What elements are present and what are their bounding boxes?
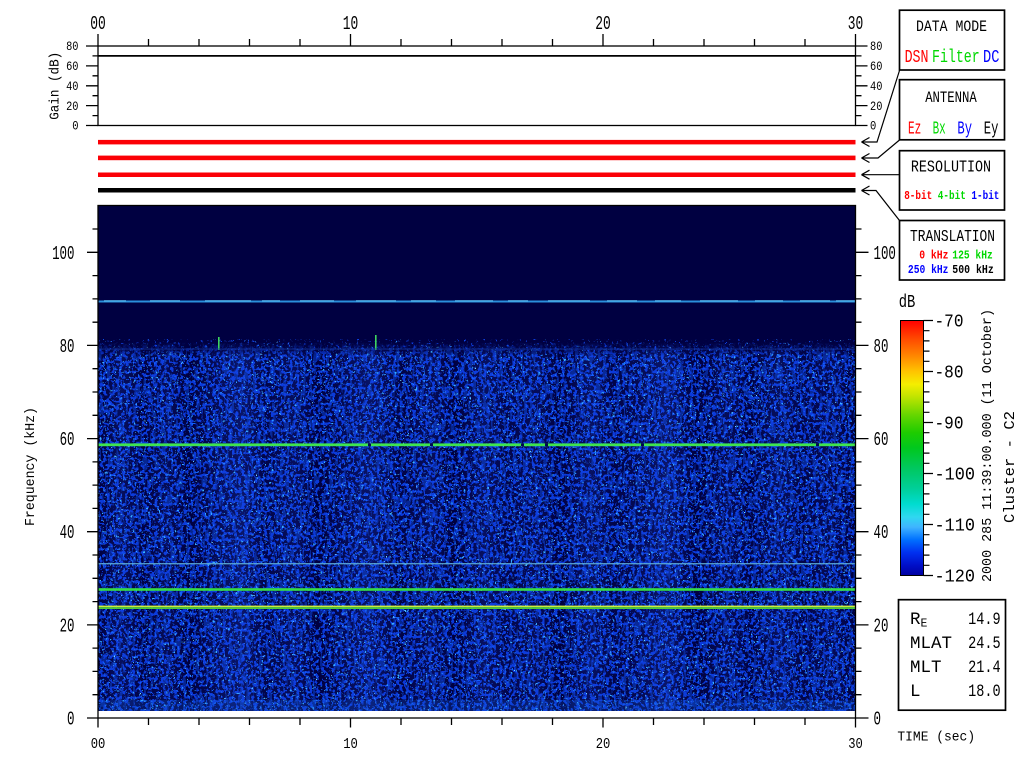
svg-text:ANTENNA: ANTENNA (925, 89, 977, 107)
svg-text:Bx: Bx (933, 120, 946, 140)
svg-text:Cluster - C2: Cluster - C2 (1002, 411, 1019, 523)
svg-text:100: 100 (52, 243, 74, 265)
svg-text:Filter: Filter (932, 48, 980, 68)
svg-text:60: 60 (874, 429, 889, 451)
svg-text:0: 0 (67, 709, 75, 731)
svg-text:2000 285 11:39:00.000 (11 Octo: 2000 285 11:39:00.000 (11 October) (981, 309, 996, 582)
svg-text:L: L (910, 682, 921, 702)
svg-text:40: 40 (870, 80, 882, 94)
svg-text:18.0: 18.0 (968, 682, 1001, 702)
svg-text:125 kHz: 125 kHz (952, 249, 993, 263)
svg-text:40: 40 (60, 522, 75, 544)
svg-text:TRANSLATION: TRANSLATION (910, 228, 995, 247)
svg-text:20: 20 (596, 736, 611, 753)
svg-text:20: 20 (66, 100, 78, 114)
svg-text:40: 40 (874, 522, 889, 544)
svg-text:80: 80 (66, 40, 78, 54)
svg-text:TIME (sec): TIME (sec) (897, 729, 975, 745)
svg-text:60: 60 (870, 60, 882, 74)
svg-text:-120: -120 (935, 568, 976, 588)
svg-text:0: 0 (72, 120, 78, 134)
svg-text:Ez: Ez (908, 120, 921, 140)
svg-text:1-bit: 1-bit (971, 189, 999, 203)
svg-text:8-bit: 8-bit (904, 189, 932, 203)
svg-text:Ey: Ey (984, 120, 999, 140)
svg-text:10: 10 (343, 736, 358, 753)
svg-text:14.9: 14.9 (968, 610, 1001, 630)
svg-text:100: 100 (874, 243, 896, 265)
svg-text:-110: -110 (935, 517, 976, 537)
svg-text:30: 30 (848, 736, 863, 753)
svg-text:Gain (dB): Gain (dB) (49, 52, 64, 120)
svg-text:500 kHz: 500 kHz (952, 263, 994, 277)
svg-text:20: 20 (874, 615, 889, 637)
svg-text:RESOLUTION: RESOLUTION (911, 158, 991, 177)
svg-text:0: 0 (870, 120, 876, 134)
svg-text:40: 40 (66, 80, 78, 94)
svg-text:DC: DC (983, 48, 1000, 68)
svg-text:dB: dB (899, 293, 916, 313)
svg-text:00: 00 (91, 736, 106, 753)
svg-text:By: By (957, 120, 972, 140)
svg-text:DSN: DSN (905, 48, 929, 68)
svg-text:80: 80 (60, 336, 75, 358)
svg-text:-70: -70 (935, 313, 964, 333)
svg-text:MLAT: MLAT (910, 634, 952, 654)
svg-text:-80: -80 (935, 364, 964, 384)
svg-text:80: 80 (874, 336, 889, 358)
svg-text:0 kHz: 0 kHz (919, 249, 948, 263)
svg-text:24.5: 24.5 (968, 634, 1001, 654)
svg-text:250 kHz: 250 kHz (908, 263, 949, 277)
svg-text:00: 00 (90, 13, 106, 35)
svg-text:MLT: MLT (910, 658, 942, 678)
svg-text:80: 80 (870, 40, 882, 54)
svg-text:20: 20 (60, 615, 75, 637)
svg-text:Frequency (kHz): Frequency (kHz) (24, 407, 39, 526)
svg-text:60: 60 (66, 60, 78, 74)
svg-text:60: 60 (60, 429, 75, 451)
svg-text:10: 10 (343, 13, 359, 35)
svg-text:30: 30 (848, 13, 864, 35)
svg-text:DATA MODE: DATA MODE (916, 18, 987, 36)
svg-text:0: 0 (874, 709, 882, 731)
svg-text:-100: -100 (935, 466, 976, 486)
svg-text:20: 20 (595, 13, 611, 35)
svg-text:4-bit: 4-bit (938, 189, 966, 203)
svg-text:21.4: 21.4 (968, 658, 1001, 678)
svg-text:-90: -90 (935, 415, 964, 435)
svg-text:20: 20 (870, 100, 882, 114)
